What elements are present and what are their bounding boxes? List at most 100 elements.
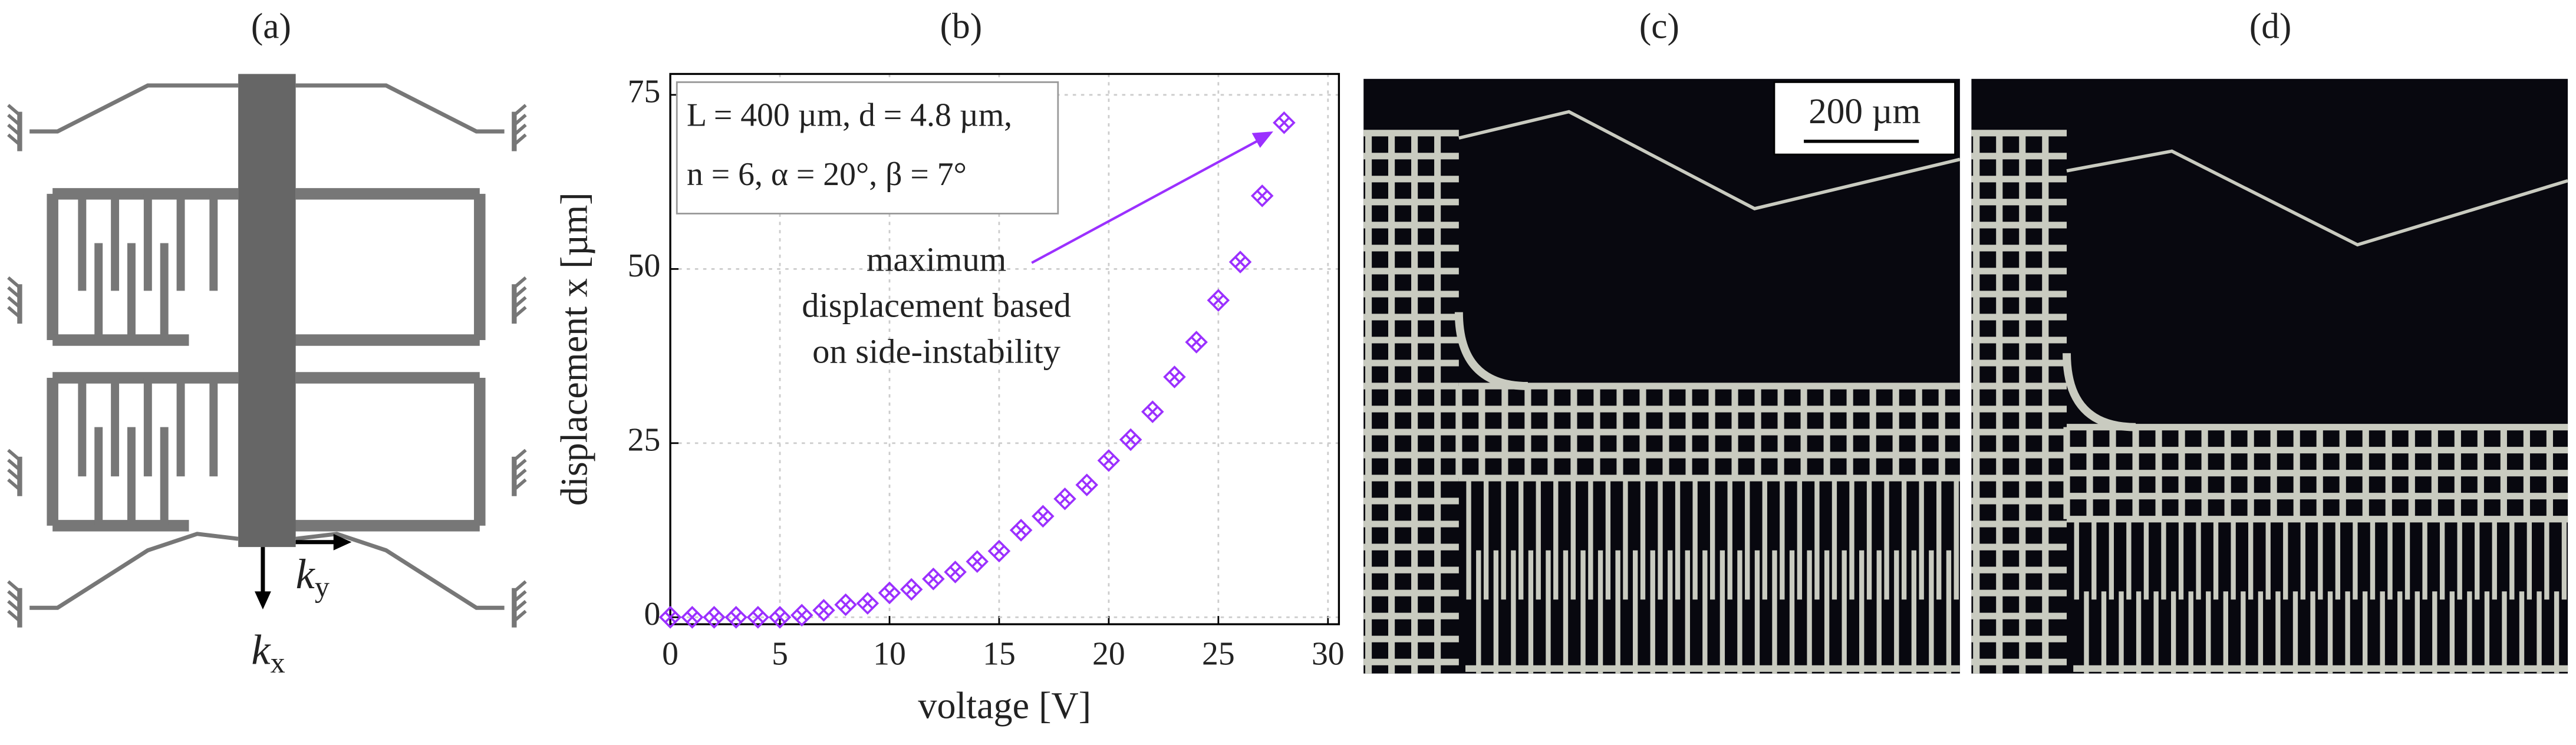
annotation: on side-instability [812, 332, 1061, 370]
spring-constant-label: kx [251, 625, 285, 678]
beam [7, 306, 21, 319]
data-point [856, 592, 879, 615]
data-point [680, 606, 704, 629]
beam [513, 590, 527, 603]
beam [7, 580, 21, 593]
data-point [1075, 473, 1098, 497]
beam [513, 133, 527, 146]
marker [966, 550, 989, 573]
arrow-head [333, 533, 352, 550]
marker [658, 606, 682, 629]
data-point [900, 578, 923, 601]
beam [7, 114, 21, 126]
marker [1228, 250, 1252, 273]
beam [513, 580, 527, 593]
beam [7, 478, 21, 491]
x-tick-label: 10 [873, 636, 906, 673]
marker [834, 593, 857, 617]
beam [7, 609, 21, 622]
data-point [1119, 428, 1142, 451]
marker [812, 599, 835, 622]
marker [900, 578, 923, 601]
marker [1273, 111, 1296, 134]
beam [513, 306, 527, 319]
data-point [922, 568, 945, 591]
marker [987, 539, 1011, 563]
marker [703, 606, 726, 629]
marker [1097, 449, 1121, 472]
data-point [1009, 519, 1033, 542]
beam [513, 449, 527, 461]
spring-beam [1458, 110, 1961, 210]
beam [513, 114, 527, 126]
marker [1207, 289, 1230, 312]
panel-label: (c) [1639, 6, 1679, 46]
beam [513, 459, 527, 472]
data-point [1097, 449, 1121, 472]
beam [513, 469, 527, 481]
subscript: x [271, 645, 285, 678]
beam [513, 123, 527, 136]
spring-beam [2066, 149, 2568, 247]
marker [768, 606, 792, 629]
x-axis-label: voltage [V] [918, 685, 1091, 727]
data-point [1163, 365, 1186, 388]
legend-box [676, 81, 1059, 215]
panel-label: (d) [2249, 6, 2291, 46]
fillet [1454, 312, 1528, 390]
data-point [724, 606, 747, 629]
arrow-head [254, 591, 271, 610]
spring [29, 83, 239, 134]
marker [878, 581, 901, 605]
spring-constant-label: ky [296, 550, 330, 603]
beam [513, 276, 527, 289]
beam [7, 449, 21, 461]
arrow-head [1251, 131, 1273, 148]
data-point [768, 606, 792, 629]
marker [1119, 428, 1142, 451]
data-point [1053, 487, 1076, 510]
data-point [944, 561, 967, 584]
marker [944, 561, 967, 584]
annotation: displacement based [802, 286, 1071, 324]
data-point [703, 606, 726, 629]
fillet [2063, 353, 2136, 431]
beam [513, 599, 527, 612]
panel-label: (b) [940, 6, 982, 46]
beam [513, 286, 527, 299]
beam [513, 296, 527, 309]
y-tick-label: 75 [628, 74, 661, 110]
data-point [1032, 505, 1055, 528]
shuttle [238, 74, 296, 548]
beam [7, 459, 21, 472]
data-point [966, 550, 989, 573]
legend-text: n = 6, α = 20°, β = 7° [687, 156, 967, 193]
x-tick-label: 5 [772, 636, 788, 673]
data-point [1185, 331, 1208, 354]
spring [29, 532, 239, 610]
data-point [1273, 111, 1296, 134]
data-point [878, 581, 901, 605]
marker [1185, 331, 1208, 354]
beam [7, 133, 21, 146]
beam [7, 590, 21, 603]
marker [1009, 519, 1033, 542]
panel-label: (a) [251, 6, 291, 46]
x-tick-label: 25 [1202, 636, 1235, 673]
data-point [834, 593, 857, 617]
annotation-arrow [1031, 140, 1258, 264]
marker [856, 592, 879, 615]
beam [7, 286, 21, 299]
beam [7, 123, 21, 136]
marker [922, 568, 945, 591]
marker [1163, 365, 1186, 388]
beam [7, 599, 21, 612]
scale-bar-label: 200 µm [1809, 91, 1921, 131]
beam [7, 276, 21, 289]
x-tick-label: 15 [983, 636, 1016, 673]
marker [1141, 400, 1164, 423]
data-point [1141, 400, 1164, 423]
marker [724, 606, 747, 629]
x-tick-label: 0 [662, 636, 678, 673]
